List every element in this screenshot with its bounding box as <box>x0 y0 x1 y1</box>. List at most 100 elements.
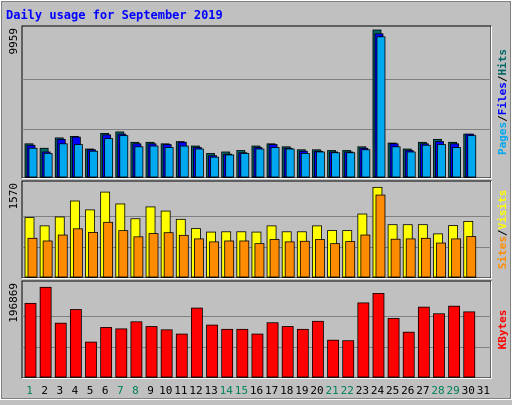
legend-pages: Pages <box>496 122 509 155</box>
bar-kbytes-day-9 <box>145 326 158 378</box>
bar-pages-day-25 <box>391 146 401 178</box>
bar-kbytes-day-24 <box>372 293 385 378</box>
legend-separator: / <box>496 229 509 236</box>
legend-hits: Hits <box>496 49 509 76</box>
day-label-24: 24 <box>371 384 385 397</box>
bar-pages-day-5 <box>89 150 98 178</box>
bar-kbytes-day-6 <box>100 327 113 378</box>
bar-sites-day-26 <box>405 238 416 278</box>
bar-kbytes-day-8 <box>130 321 143 378</box>
bar-sites-day-16 <box>254 243 265 278</box>
day-label-3: 3 <box>57 384 64 397</box>
bar-pages-day-18 <box>285 148 295 178</box>
day-label-2: 2 <box>41 384 48 397</box>
bar-kbytes-day-15 <box>236 328 249 378</box>
bar-pages-day-15 <box>240 153 250 178</box>
bar-pages-day-3 <box>58 143 68 178</box>
bar-sites-day-21 <box>330 243 340 278</box>
bar-kbytes-day-7 <box>115 328 128 378</box>
bar-sites-day-29 <box>451 238 462 278</box>
panel-2: 1570 Sites/Visits <box>7 180 509 279</box>
day-axis-labels: 1 2 3 4 5 6 7 8 9 10 11 12 13 14 15 16 17 18 19 20 21 22 23 24 2… <box>26 384 490 397</box>
bar-pages-day-7 <box>119 135 129 178</box>
bar-kbytes-day-3 <box>54 322 67 378</box>
bar-kbytes-day-1 <box>24 302 37 378</box>
day-label-1: 1 <box>26 384 33 397</box>
bar-pages-day-12 <box>195 148 204 178</box>
outer-border-dark <box>1 1 511 399</box>
bar-kbytes-day-12 <box>191 307 203 378</box>
day-label-29: 29 <box>447 384 460 397</box>
bar-kbytes-day-14 <box>221 328 234 378</box>
bar-kbytes-day-30 <box>463 311 476 378</box>
bar-sites-day-3 <box>57 234 68 278</box>
bar-kbytes-day-16 <box>251 333 264 378</box>
day-label-19: 19 <box>295 384 308 397</box>
day-label-22: 22 <box>341 384 354 397</box>
bar-pages-day-14 <box>225 154 235 178</box>
bar-kbytes-day-11 <box>175 333 188 378</box>
bar-kbytes-day-21 <box>327 339 339 378</box>
legend-kbytes: KBytes <box>496 310 509 350</box>
legend-separator: / <box>496 75 509 82</box>
bar-sites-day-28 <box>436 242 446 278</box>
bar-kbytes-day-27 <box>417 306 430 378</box>
bar-sites-day-9 <box>148 233 159 278</box>
chart-title: Daily usage for September 2019 <box>6 8 223 22</box>
day-label-6: 6 <box>102 384 109 397</box>
bar-sites-day-10 <box>163 232 174 278</box>
y-max-label: 1570 <box>7 183 20 210</box>
bar-kbytes-day-20 <box>312 320 324 378</box>
bar-pages-day-8 <box>134 146 144 178</box>
bar-kbytes-day-10 <box>160 329 173 378</box>
bar-pages-day-13 <box>210 156 219 178</box>
day-label-25: 25 <box>386 384 399 397</box>
day-label-9: 9 <box>147 384 154 397</box>
bar-pages-day-24 <box>376 36 386 178</box>
day-label-30: 30 <box>462 384 475 397</box>
bar-pages-day-29 <box>452 147 462 178</box>
bar-pages-day-6 <box>104 138 114 178</box>
bar-sites-day-1 <box>27 237 38 278</box>
bar-pages-day-11 <box>179 145 189 178</box>
legend-visits: Visits <box>496 190 509 230</box>
bar-pages-day-21 <box>331 152 340 178</box>
bar-sites-day-4 <box>72 228 83 278</box>
bar-kbytes-day-18 <box>281 326 294 378</box>
bar-pages-day-27 <box>421 144 431 178</box>
bar-pages-day-30 <box>467 135 477 178</box>
legend-sites: Sites <box>496 236 509 269</box>
bar-kbytes-day-2 <box>39 286 52 378</box>
bar-pages-day-22 <box>346 152 356 178</box>
bar-pages-day-10 <box>164 147 174 178</box>
y-max-label: 196869 <box>7 283 20 323</box>
bar-sites-day-14 <box>224 240 235 278</box>
day-label-27: 27 <box>416 384 429 397</box>
bar-sites-day-17 <box>269 239 280 278</box>
day-label-26: 26 <box>401 384 414 397</box>
bar-sites-day-7 <box>118 230 129 278</box>
bar-sites-day-2 <box>42 240 53 278</box>
day-label-28: 28 <box>431 384 444 397</box>
day-label-8: 8 <box>132 384 139 397</box>
legend: Pages/Files/Hits <box>496 49 509 155</box>
day-label-14: 14 <box>220 384 234 397</box>
day-label-23: 23 <box>356 384 369 397</box>
day-label-18: 18 <box>280 384 293 397</box>
bar-sites-day-8 <box>133 236 144 278</box>
day-label-13: 13 <box>204 384 217 397</box>
bar-pages-day-1 <box>28 147 38 178</box>
bar-kbytes-day-25 <box>387 318 400 378</box>
day-label-12: 12 <box>189 384 202 397</box>
bar-pages-day-17 <box>270 147 280 178</box>
day-label-20: 20 <box>310 384 323 397</box>
bar-sites-day-27 <box>420 237 431 278</box>
bar-sites-day-22 <box>345 241 356 278</box>
bar-sites-day-19 <box>299 240 310 278</box>
bar-sites-day-11 <box>178 234 189 278</box>
legend-files: Files <box>496 82 509 115</box>
day-label-5: 5 <box>87 384 94 397</box>
bar-kbytes-day-5 <box>85 341 97 378</box>
